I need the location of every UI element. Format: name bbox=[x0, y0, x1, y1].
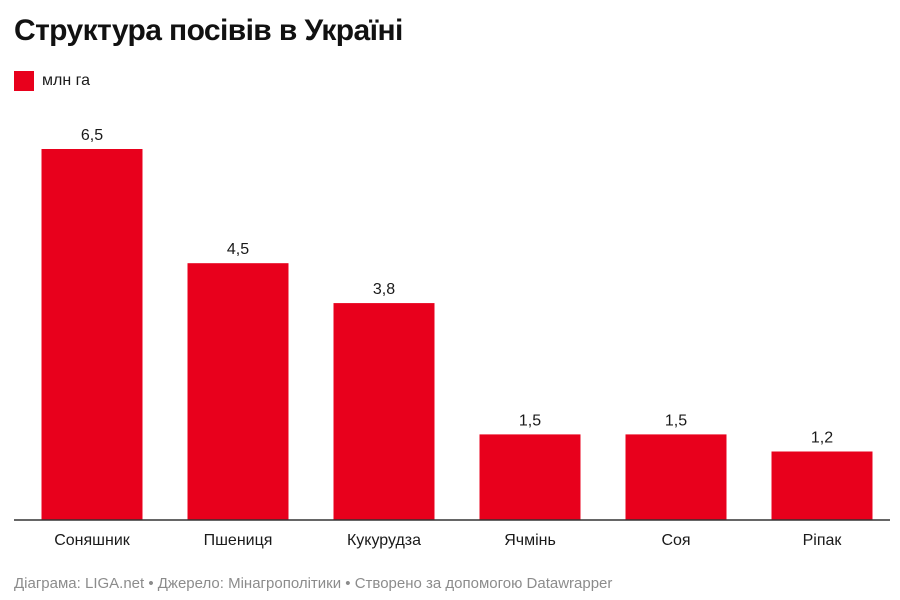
bar-3 bbox=[333, 303, 435, 520]
bar-5 bbox=[625, 434, 727, 520]
bar-1 bbox=[41, 149, 143, 520]
category-label-5: Соя bbox=[661, 532, 690, 549]
value-label-6: 1,2 bbox=[811, 430, 833, 447]
value-label-4: 1,5 bbox=[519, 412, 541, 429]
category-label-3: Кукурудза bbox=[347, 532, 421, 549]
value-label-5: 1,5 bbox=[665, 412, 687, 429]
category-label-4: Ячмінь bbox=[504, 532, 556, 549]
value-label-3: 3,8 bbox=[373, 281, 395, 298]
bar-2 bbox=[187, 263, 289, 520]
value-label-1: 6,5 bbox=[81, 127, 103, 144]
legend: млн га bbox=[14, 71, 90, 91]
category-label-1: Соняшник bbox=[54, 532, 131, 549]
bar-6 bbox=[771, 451, 873, 520]
category-label-6: Ріпак bbox=[803, 532, 843, 549]
chart-title: Структура посівів в Україні bbox=[14, 14, 403, 47]
value-label-2: 4,5 bbox=[227, 241, 249, 258]
category-label-2: Пшениця bbox=[204, 532, 273, 549]
bar-4 bbox=[479, 434, 581, 520]
legend-swatch bbox=[14, 71, 34, 91]
legend-label: млн га bbox=[42, 72, 90, 89]
chart-footer: Діаграма: LIGA.net • Джерело: Мінагропол… bbox=[14, 575, 613, 592]
